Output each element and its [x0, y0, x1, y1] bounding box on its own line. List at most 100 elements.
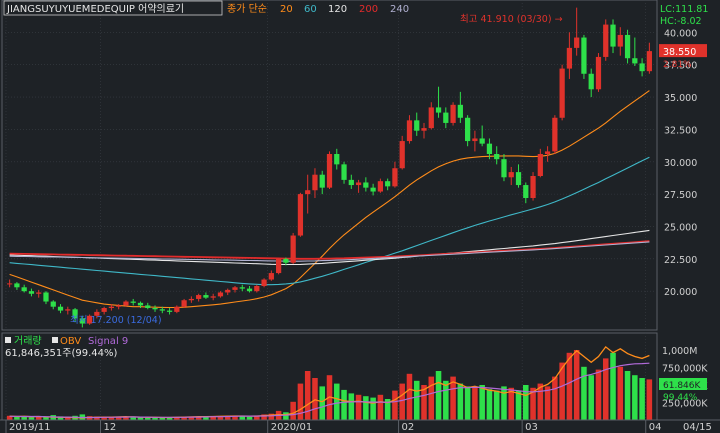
candle-body[interactable]: [494, 154, 500, 160]
candle-body[interactable]: [196, 295, 202, 299]
candle-body[interactable]: [457, 104, 463, 118]
candle-body[interactable]: [566, 47, 573, 69]
candle-body[interactable]: [225, 289, 231, 293]
candle-body[interactable]: [254, 286, 260, 292]
candle-body[interactable]: [624, 34, 631, 59]
candle-body[interactable]: [348, 179, 354, 186]
candle-body[interactable]: [574, 37, 580, 48]
candle-body[interactable]: [65, 309, 71, 311]
candle-body[interactable]: [101, 308, 107, 312]
volume-bar: [108, 417, 115, 420]
candle-body[interactable]: [210, 296, 216, 298]
candle-body[interactable]: [79, 318, 85, 324]
candle-body[interactable]: [166, 310, 173, 312]
candle-body[interactable]: [116, 305, 122, 307]
candle-body[interactable]: [275, 258, 282, 274]
candle-body[interactable]: [28, 291, 35, 294]
candle-body[interactable]: [537, 154, 543, 176]
candle-body[interactable]: [646, 51, 652, 72]
last-obv-label: 61.846K: [663, 381, 701, 391]
candle-body[interactable]: [363, 182, 369, 188]
candle-body[interactable]: [145, 305, 151, 308]
candle-body[interactable]: [181, 300, 187, 307]
candle-body[interactable]: [552, 117, 558, 152]
candle-body[interactable]: [370, 187, 376, 192]
candle-body[interactable]: [559, 68, 565, 118]
candle-body[interactable]: [130, 301, 136, 303]
candle-body[interactable]: [639, 63, 645, 72]
candle-body[interactable]: [232, 287, 238, 290]
candle-body[interactable]: [326, 154, 333, 188]
candle-body[interactable]: [465, 117, 471, 142]
candle-body[interactable]: [108, 306, 115, 308]
candle-body[interactable]: [385, 181, 391, 187]
candle-body[interactable]: [581, 37, 587, 74]
candle-body[interactable]: [261, 279, 267, 286]
candle-body[interactable]: [406, 120, 413, 142]
volume-bar: [159, 417, 166, 420]
candle-body[interactable]: [319, 174, 325, 188]
candle-body[interactable]: [595, 56, 602, 90]
candle-body[interactable]: [479, 138, 485, 144]
candle-body[interactable]: [123, 301, 129, 306]
volume-value: 61,846,351주(99.44%): [5, 348, 117, 359]
candle-body[interactable]: [283, 258, 289, 263]
volume-bar: [283, 412, 289, 420]
volume-bar: [435, 371, 442, 420]
candle-body[interactable]: [355, 182, 362, 186]
candle-body[interactable]: [86, 315, 93, 324]
candle-body[interactable]: [341, 164, 347, 180]
candle-body[interactable]: [72, 309, 78, 319]
candle-body[interactable]: [57, 306, 64, 311]
candle-body[interactable]: [152, 308, 158, 310]
candle-body[interactable]: [392, 168, 398, 187]
candle-body[interactable]: [515, 172, 522, 186]
candle-body[interactable]: [450, 104, 456, 123]
candle-body[interactable]: [137, 302, 144, 306]
candle-body[interactable]: [443, 112, 449, 123]
volume-bar: [552, 376, 558, 420]
candle-body[interactable]: [94, 311, 100, 316]
candle-body[interactable]: [334, 154, 340, 165]
candle-body[interactable]: [174, 306, 180, 312]
candle-body[interactable]: [377, 181, 384, 192]
candle-body[interactable]: [14, 283, 20, 288]
candle-body[interactable]: [610, 24, 616, 47]
candle-body[interactable]: [435, 107, 442, 113]
candle-body[interactable]: [312, 174, 318, 191]
candle-body[interactable]: [588, 73, 594, 90]
candle-body[interactable]: [21, 287, 27, 292]
candle-body[interactable]: [203, 295, 209, 298]
candle-body[interactable]: [501, 159, 507, 178]
candle-body[interactable]: [36, 292, 42, 294]
candle-body[interactable]: [632, 58, 638, 64]
candle-body[interactable]: [217, 292, 224, 297]
candle-body[interactable]: [305, 190, 311, 195]
volume-bar: [479, 385, 485, 420]
candle-body[interactable]: [290, 235, 296, 263]
candle-body[interactable]: [239, 287, 245, 289]
candle-body[interactable]: [544, 151, 551, 154]
candle-body[interactable]: [508, 172, 514, 178]
candle-body[interactable]: [297, 194, 304, 236]
candle-body[interactable]: [428, 107, 434, 129]
candle-body[interactable]: [399, 141, 405, 169]
candle-body[interactable]: [472, 138, 478, 142]
symbol-box[interactable]: [3, 0, 223, 16]
volume-bar: [624, 371, 631, 420]
candle-body[interactable]: [50, 301, 56, 307]
candle-body[interactable]: [188, 298, 194, 301]
candle-body[interactable]: [246, 288, 253, 292]
candle-body[interactable]: [617, 34, 623, 47]
candle-body[interactable]: [7, 283, 13, 285]
candle-body[interactable]: [603, 24, 609, 57]
candle-body[interactable]: [43, 292, 49, 302]
candle-body[interactable]: [414, 120, 420, 131]
candle-body[interactable]: [523, 185, 529, 198]
candle-body[interactable]: [268, 273, 274, 280]
candle-body[interactable]: [159, 309, 165, 311]
candle-body[interactable]: [530, 176, 536, 198]
candle-body[interactable]: [421, 128, 427, 131]
candle-body[interactable]: [486, 143, 493, 154]
